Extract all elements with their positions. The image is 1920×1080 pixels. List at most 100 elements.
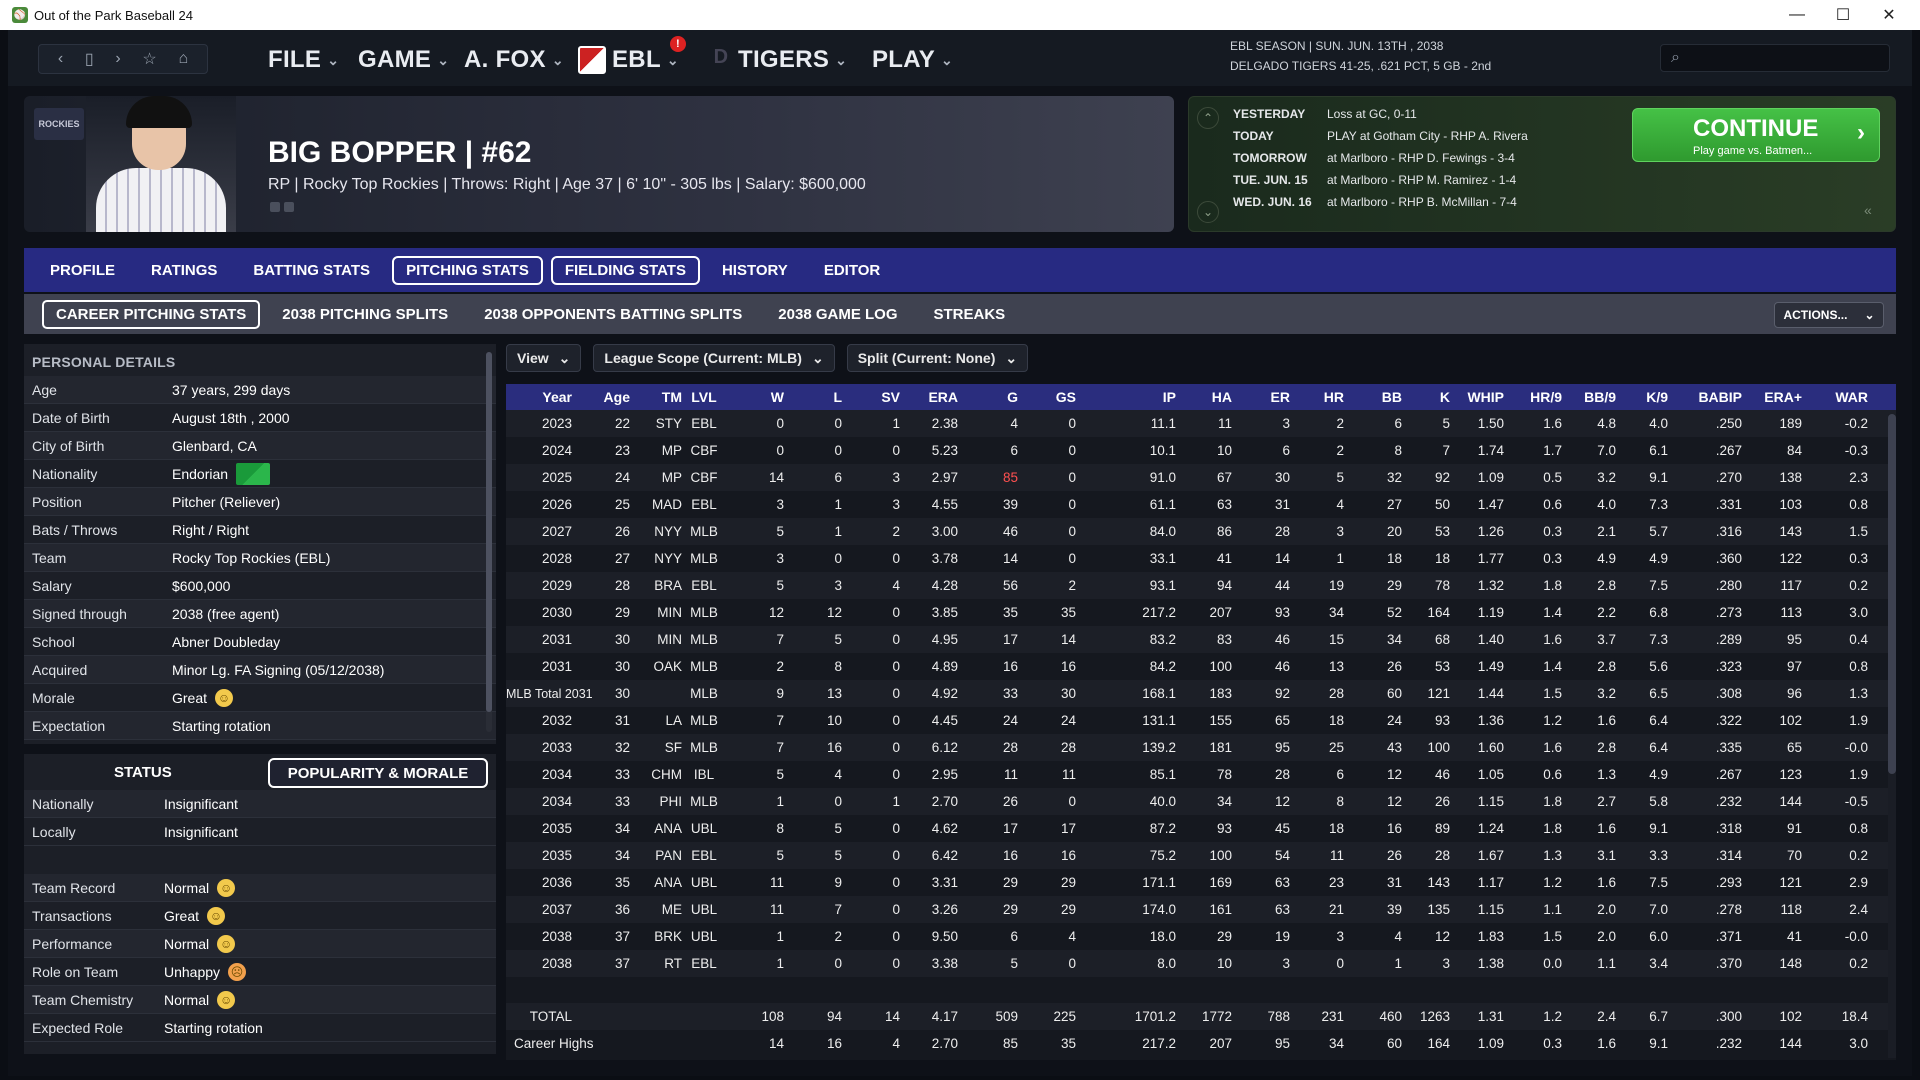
column-header[interactable]: HA — [1211, 389, 1232, 405]
actions-button[interactable]: ACTIONS... ⌄ — [1774, 302, 1884, 328]
minimize-icon[interactable]: — — [1789, 6, 1805, 23]
tab-streaks[interactable]: STREAKS — [933, 305, 1006, 323]
close-icon[interactable]: ✕ — [1882, 7, 1896, 24]
column-header[interactable]: BB — [1381, 389, 1402, 405]
table-row[interactable]: 2038 37 RT EBL 1 0 0 3.38 5 0 8.0 10 3 0 1 3 1.38 0.0 1.1 3… — [506, 950, 1896, 977]
table-cell: 1 — [892, 794, 900, 809]
tab-fielding-stats[interactable]: FIELDING STATS — [550, 255, 700, 285]
menu-file[interactable]: FILE ⌄ — [268, 46, 339, 74]
table-row[interactable]: 2024 23 MP CBF 0 0 0 5.23 6 0 10.1 10 6 2 8 7 1.74 1.7 7.0… — [506, 437, 1896, 464]
tab-pitching-splits[interactable]: 2038 PITCHING SPLITS — [282, 305, 449, 323]
column-header[interactable]: WAR — [1835, 389, 1868, 405]
table-cell: EBL — [691, 497, 717, 512]
table-cell: 4.17 — [931, 1009, 958, 1024]
column-header[interactable]: Age — [603, 389, 630, 405]
schedule-row[interactable]: TOMORROW at Marlboro - RHP D. Fewings - 3… — [1233, 151, 1515, 165]
table-cell: 4.9 — [1649, 767, 1668, 782]
back-icon[interactable]: ‹ — [57, 50, 64, 67]
total-row[interactable]: TOTAL 108 94 14 4.17 509 225 1701.2 1772 788 231 46… — [506, 1003, 1896, 1030]
table-row[interactable]: 2035 34 PAN EBL 5 5 0 6.42 16 16 75.2 100 54 11 26 28 1.… — [506, 842, 1896, 869]
table-row[interactable]: 2029 28 BRA EBL 5 3 4 4.28 56 2 93.1 94 44 19 29 78 1.32… — [506, 572, 1896, 599]
split-dropdown[interactable]: Split (Current: None) ⌄ — [846, 344, 1029, 372]
continue-button[interactable]: CONTINUE Play game vs. Batmen... › — [1632, 108, 1880, 162]
scrollbar[interactable] — [486, 352, 492, 732]
league-scope-dropdown[interactable]: League Scope (Current: MLB) ⌄ — [593, 344, 835, 372]
table-row[interactable]: 2026 25 MAD EBL 3 1 3 4.55 39 0 61.1 63 31 4 27 50 1.47 0… — [506, 491, 1896, 518]
table-cell: 100 — [1209, 848, 1232, 863]
view-dropdown[interactable]: View ⌄ — [506, 344, 582, 372]
tab-editor[interactable]: EDITOR — [823, 261, 881, 279]
tab-ratings[interactable]: RATINGS — [151, 261, 218, 279]
schedule-row[interactable]: WED. JUN. 16 at Marlboro - RHP B. McMilla… — [1233, 195, 1517, 209]
table-row[interactable]: 2031 30 MIN MLB 7 5 0 4.95 17 14 83.2 83 46 15 34 68 1.4… — [506, 626, 1896, 653]
column-header[interactable]: BABIP — [1698, 389, 1742, 405]
table-row[interactable]: 2032 31 LA MLB 7 10 0 4.45 24 24 131.1 155 65 18 24 93 1… — [506, 707, 1896, 734]
column-header[interactable]: W — [770, 389, 784, 405]
popularity-morale-button[interactable]: POPULARITY & MORALE — [268, 758, 488, 788]
table-row[interactable]: 2028 27 NYY MLB 3 0 0 3.78 14 0 33.1 41 14 1 18 18 1.77 0… — [506, 545, 1896, 572]
collapse-icon[interactable]: « — [1864, 202, 1872, 218]
tab-history[interactable]: HISTORY — [721, 261, 788, 279]
table-row[interactable]: 2033 32 SF MLB 7 16 0 6.12 28 28 139.2 181 95 25 43 100… — [506, 734, 1896, 761]
menu-play[interactable]: PLAY ⌄ — [872, 46, 953, 74]
tab-career-pitching[interactable]: CAREER PITCHING STATS — [42, 299, 261, 329]
table-row[interactable]: MLB Total 2031 30 MLB 9 13 0 4.92 33 30 168.1 183 9… — [506, 680, 1896, 707]
star-icon[interactable]: ☆ — [142, 51, 157, 68]
menu-league[interactable]: EBL ! ⌄ — [578, 36, 686, 74]
carousel-dots[interactable] — [270, 202, 294, 212]
chevron-down-icon[interactable]: ⌄ — [1197, 201, 1219, 223]
column-header[interactable]: LVL — [691, 389, 717, 405]
table-row[interactable]: 2023 22 STY EBL 0 0 1 2.38 4 0 11.1 11 3 2 6 5 1.50 1.6 4.… — [506, 410, 1896, 437]
tab-game-log[interactable]: 2038 GAME LOG — [778, 305, 898, 323]
schedule-row[interactable]: YESTERDAY Loss at GC, 0-11 — [1233, 107, 1417, 121]
table-row[interactable]: 2031 30 OAK MLB 2 8 0 4.89 16 16 84.2 100 46 13 26 53 1.… — [506, 653, 1896, 680]
column-header[interactable]: HR — [1323, 389, 1344, 405]
maximize-icon[interactable]: ☐ — [1835, 7, 1851, 24]
table-row[interactable]: 2036 35 ANA UBL 11 9 0 3.31 29 29 171.1 169 63 23 31 14… — [506, 869, 1896, 896]
column-header[interactable]: IP — [1162, 389, 1176, 405]
menu-manager[interactable]: A. FOX ⌄ — [464, 46, 564, 74]
column-header[interactable]: ERA+ — [1764, 389, 1802, 405]
status-label: Transactions — [32, 907, 112, 924]
table-row[interactable]: 2035 34 ANA UBL 8 5 0 4.62 17 17 87.2 93 45 18 16 89 1.2… — [506, 815, 1896, 842]
schedule-row[interactable]: TODAY PLAY at Gotham City - RHP A. Rivera — [1233, 129, 1528, 143]
tab-batting-stats[interactable]: BATTING STATS — [253, 261, 371, 279]
menu-team[interactable]: D TIGERS ⌄ — [710, 46, 847, 74]
page-icon[interactable]: ▯ — [84, 51, 94, 68]
tab-opponents-splits[interactable]: 2038 OPPONENTS BATTING SPLITS — [484, 305, 743, 323]
column-header[interactable]: G — [1007, 389, 1018, 405]
career-highs-row[interactable]: Career Highs 14 16 4 2.70 85 35 217.2 207 95 34 60 1… — [506, 1030, 1896, 1057]
column-header[interactable]: K/9 — [1646, 389, 1668, 405]
column-header[interactable]: L — [833, 389, 842, 405]
table-row[interactable]: 2034 33 CHM IBL 5 4 0 2.95 11 11 85.1 78 28 6 12 46 1.05… — [506, 761, 1896, 788]
column-header[interactable]: ERA — [928, 389, 958, 405]
tab-pitching-stats[interactable]: PITCHING STATS — [392, 255, 543, 285]
column-header[interactable]: GS — [1055, 389, 1076, 405]
table-row[interactable]: 2034 33 PHI MLB 1 0 1 2.70 26 0 40.0 34 12 8 12 26 1.15 1… — [506, 788, 1896, 815]
table-row[interactable]: 2025 24 MP CBF 14 6 3 2.97 85 0 91.0 67 30 5 32 92 1.09 0… — [506, 464, 1896, 491]
home-icon[interactable]: ⌂ — [178, 50, 189, 67]
table-cell: 2029 — [541, 578, 572, 593]
table-row[interactable]: 2038 37 BRK UBL 1 2 0 9.50 6 4 18.0 29 19 3 4 12 1.83 1.5… — [506, 923, 1896, 950]
column-header[interactable]: BB/9 — [1584, 389, 1616, 405]
detail-row: Morale Great ☺ — [24, 684, 496, 712]
schedule-row[interactable]: TUE. JUN. 15 at Marlboro - RHP M. Ramirez… — [1233, 173, 1516, 187]
column-header[interactable]: TM — [661, 389, 682, 405]
column-header[interactable]: Year — [542, 389, 572, 405]
menu-game[interactable]: GAME ⌄ — [358, 46, 449, 74]
tab-profile[interactable]: PROFILE — [50, 261, 116, 279]
table-cell: SF — [664, 740, 682, 755]
column-header[interactable]: SV — [881, 389, 900, 405]
table-row[interactable]: 2027 26 NYY MLB 5 1 2 3.00 46 0 84.0 86 28 3 20 53 1.26 0… — [506, 518, 1896, 545]
table-scrollbar[interactable] — [1888, 414, 1896, 1058]
search-input[interactable]: ⌕ — [1660, 44, 1890, 72]
column-header[interactable]: HR/9 — [1530, 389, 1562, 405]
forward-icon[interactable]: › — [115, 50, 121, 67]
chevron-up-icon[interactable]: ⌃ — [1197, 107, 1219, 129]
table-row[interactable]: 2030 29 MIN MLB 12 12 0 3.85 35 35 217.2 207 93 34 52 1… — [506, 599, 1896, 626]
column-header[interactable]: WHIP — [1467, 389, 1504, 405]
table-cell: 30 — [614, 686, 630, 701]
column-header[interactable]: K — [1439, 389, 1450, 405]
column-header[interactable]: ER — [1270, 389, 1290, 405]
table-row[interactable]: 2037 36 ME UBL 11 7 0 3.26 29 29 174.0 161 63 21 39 135… — [506, 896, 1896, 923]
